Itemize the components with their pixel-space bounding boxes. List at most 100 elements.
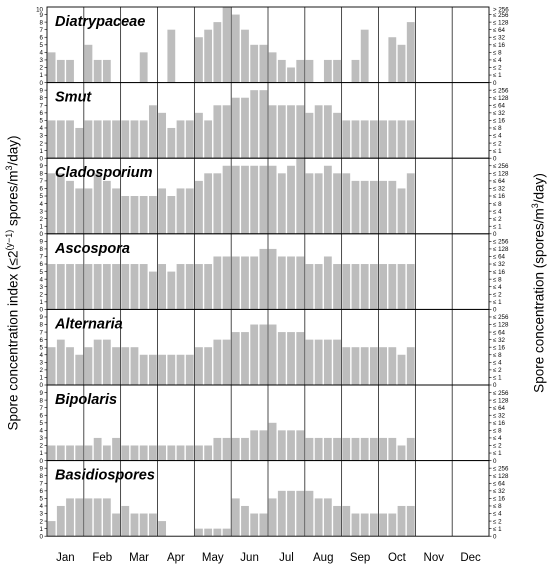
bar [323, 339, 332, 385]
bar [305, 339, 314, 385]
bar [287, 490, 295, 537]
bar [185, 120, 194, 159]
bar [158, 112, 167, 159]
bar [84, 498, 93, 537]
bar [139, 513, 148, 537]
bar [388, 120, 397, 159]
right-tick-label: 0 [493, 307, 497, 314]
right-tick-label: ≤ 256 [493, 239, 509, 246]
bar [406, 437, 415, 461]
bar [84, 120, 93, 159]
bar [360, 180, 369, 234]
right-tick-label: ≤ 256 [493, 314, 509, 321]
bar [406, 120, 415, 159]
bar [130, 513, 139, 537]
bar [323, 498, 332, 537]
bar [379, 347, 388, 385]
bar [241, 332, 249, 385]
bar [148, 354, 157, 385]
bar [388, 513, 397, 537]
bar [314, 264, 323, 310]
right-tick-label: ≤ 4 [493, 511, 502, 518]
bar [250, 165, 259, 234]
bar [112, 347, 120, 385]
bar [139, 52, 148, 83]
bar [121, 445, 130, 461]
bar [296, 490, 305, 537]
month-label: Jul [279, 552, 294, 564]
bar [56, 445, 65, 461]
right-tick-label: ≤ 16 [493, 193, 506, 200]
right-tick-label: ≤ 128 [493, 246, 509, 253]
bar [314, 437, 323, 461]
bar [84, 445, 93, 461]
bar [314, 498, 323, 537]
bar [121, 347, 130, 385]
right-tick-label: ≤ 1 [493, 375, 502, 382]
bar [241, 256, 249, 310]
bar [222, 7, 231, 83]
bar [369, 347, 378, 385]
bar [397, 445, 406, 461]
bar [185, 188, 194, 234]
right-tick-label: 0 [493, 382, 497, 389]
left-tick-label: 8 [40, 171, 44, 178]
bar [296, 158, 305, 234]
right-tick-label: 0 [493, 80, 497, 87]
bar [277, 173, 286, 234]
left-tick-label: 7 [40, 405, 44, 412]
bar [277, 256, 286, 310]
bar [259, 44, 268, 83]
left-tick-label: 0 [40, 155, 44, 162]
bar [305, 490, 314, 537]
bar [333, 112, 341, 159]
left-tick-label: 8 [40, 246, 44, 253]
right-tick-label: ≤ 64 [493, 329, 506, 336]
bar [102, 264, 111, 310]
bar [287, 256, 295, 310]
left-tick-label: 0 [40, 307, 44, 314]
bar [323, 59, 332, 83]
left-tick-label: 4 [40, 503, 44, 510]
bar [351, 264, 360, 310]
right-tick-label: ≤ 64 [493, 102, 506, 109]
bar [130, 347, 139, 385]
left-tick-label: 5 [40, 118, 44, 125]
bar [222, 165, 231, 234]
left-tick-label: 4 [40, 428, 44, 435]
month-label: Sep [350, 552, 370, 564]
bar [148, 271, 157, 310]
right-tick-label: ≤ 8 [493, 276, 502, 283]
left-tick-label: 7 [40, 329, 44, 336]
left-tick-label: 1 [40, 299, 44, 306]
bar [204, 173, 213, 234]
left-tick-label: 4 [40, 276, 44, 283]
right-tick-label: ≤ 8 [493, 125, 502, 132]
left-tick-label: 5 [40, 269, 44, 276]
bar [213, 173, 222, 234]
left-tick-label: 4 [40, 201, 44, 208]
bar [397, 264, 406, 310]
right-tick-label: ≤ 32 [493, 186, 506, 193]
bar [130, 445, 139, 461]
left-tick-label: 8 [40, 473, 44, 480]
right-tick-label: ≤ 256 [493, 163, 509, 170]
left-tick-label: 5 [40, 344, 44, 351]
bar [102, 339, 111, 385]
bar [388, 347, 397, 385]
left-tick-label: 6 [40, 488, 44, 495]
left-tick-label: 9 [40, 314, 44, 321]
bar [75, 264, 84, 310]
bar [195, 37, 203, 83]
bar [305, 264, 314, 310]
bar [287, 67, 295, 83]
bar [112, 513, 120, 537]
bar [176, 264, 185, 310]
bar [379, 120, 388, 159]
bar [333, 264, 341, 310]
bar [388, 180, 397, 234]
bar [66, 498, 74, 537]
bar [259, 324, 268, 385]
